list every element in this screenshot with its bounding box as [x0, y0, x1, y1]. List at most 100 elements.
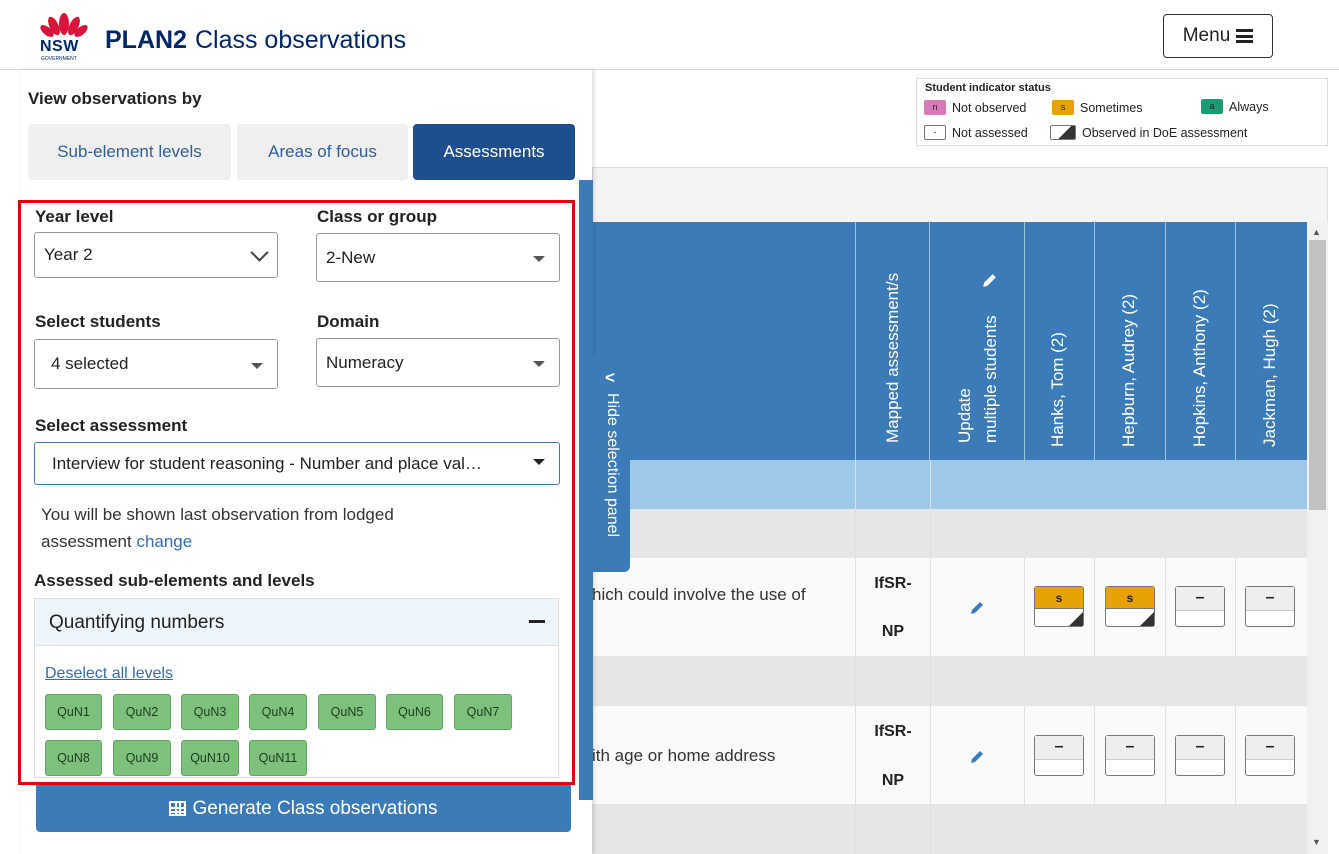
column-divider: [855, 222, 856, 460]
pencil-icon[interactable]: [981, 272, 998, 289]
column-header-student: Hanks, Tom (2): [1048, 332, 1067, 447]
cell-divider: [1165, 706, 1166, 805]
level-toggle[interactable]: QuN11: [249, 740, 307, 776]
change-link[interactable]: change: [136, 532, 193, 551]
level-toggle[interactable]: QuN4: [249, 694, 307, 730]
observation-button[interactable]: –: [1245, 586, 1295, 627]
generate-label: Generate Class observations: [192, 797, 438, 819]
legend-chip-a: a: [1201, 99, 1223, 114]
select-students-label: Select students: [35, 312, 161, 331]
level-toggle[interactable]: QuN6: [386, 694, 443, 730]
level-toggle[interactable]: QuN5: [318, 694, 376, 730]
tab-areas-of-focus[interactable]: Areas of focus: [237, 124, 408, 180]
observation-button[interactable]: s: [1105, 586, 1155, 627]
level-toggle[interactable]: QuN2: [113, 694, 171, 730]
cell-divider: [930, 460, 931, 854]
deselect-all-levels-link[interactable]: Deselect all levels: [45, 665, 174, 682]
observation-value: –: [1035, 736, 1083, 760]
select-students-dropdown[interactable]: 4 selected: [34, 339, 278, 389]
level-toggle[interactable]: QuN10: [181, 740, 239, 776]
collapse-icon[interactable]: [529, 620, 545, 623]
sub-element-accordion: [34, 598, 559, 778]
row-code-line2: NP: [881, 623, 905, 640]
observation-button[interactable]: –: [1105, 735, 1155, 776]
app-name: PLAN2: [105, 26, 187, 54]
info-text: You will be shown last observation from …: [41, 505, 394, 551]
pencil-icon[interactable]: [969, 749, 985, 765]
table-icon: [169, 801, 187, 816]
observation-value: –: [1246, 736, 1294, 760]
chevron-down-icon: [250, 243, 269, 262]
tab-sub-element-levels[interactable]: Sub-element levels: [28, 124, 231, 180]
observation-button[interactable]: –: [1175, 586, 1225, 627]
legend-title: Student indicator status: [925, 82, 1051, 94]
domain-select[interactable]: Numeracy: [316, 338, 560, 387]
legend-label: Observed in DoE assessment: [1082, 125, 1248, 140]
column-header-update[interactable]: Update: [955, 388, 974, 443]
caret-down-icon: [251, 363, 263, 369]
menu-button[interactable]: Menu: [1163, 14, 1273, 58]
class-or-group-label: Class or group: [317, 207, 437, 226]
legend-item-doe-assessment: Observed in DoE assessment: [1050, 125, 1247, 140]
nsw-waratah-logo-icon: [40, 13, 88, 37]
accordion-title[interactable]: Quantifying numbers: [49, 612, 225, 633]
pencil-icon[interactable]: [969, 600, 985, 616]
status-legend: Student indicator status n Not observed …: [916, 78, 1328, 146]
observation-button[interactable]: –: [1175, 735, 1225, 776]
level-toggle[interactable]: QuN9: [113, 740, 171, 776]
column-divider: [1235, 222, 1236, 460]
scroll-up-icon[interactable]: ▲: [1312, 227, 1321, 237]
column-divider: [1165, 222, 1166, 460]
observation-value: –: [1176, 587, 1224, 611]
table-subheader-row: [592, 460, 1307, 509]
domain-label: Domain: [317, 312, 380, 331]
doe-assessment-icon: [1069, 612, 1083, 626]
table-group-row: [592, 657, 1307, 706]
column-divider: [1094, 222, 1095, 460]
column-divider: [1024, 222, 1025, 460]
legend-label: Sometimes: [1080, 100, 1143, 115]
assessment-value: Interview for student reasoning - Number…: [52, 453, 482, 473]
cell-divider: [1024, 706, 1025, 805]
observation-button[interactable]: –: [1245, 735, 1295, 776]
generate-class-observations-button[interactable]: Generate Class observations: [36, 785, 571, 832]
observation-button[interactable]: –: [1034, 735, 1084, 776]
observation-value: –: [1246, 587, 1294, 611]
sub-elements-label: Assessed sub-elements and levels: [34, 571, 315, 590]
doe-assessment-icon: [1050, 125, 1076, 140]
caret-down-icon: [533, 361, 545, 367]
level-toggle[interactable]: QuN8: [45, 740, 102, 776]
column-header-multiple-students[interactable]: multiple students: [981, 315, 1000, 443]
hide-selection-panel-button[interactable]: [593, 355, 630, 572]
chevron-left-icon[interactable]: <: [605, 368, 615, 387]
legend-chip-s: s: [1052, 100, 1074, 115]
class-or-group-select[interactable]: 2-New: [316, 233, 560, 282]
level-toggle[interactable]: QuN3: [181, 694, 239, 730]
cell-divider: [1165, 558, 1166, 657]
scroll-down-icon[interactable]: ▼: [1312, 837, 1321, 847]
scrollbar-thumb[interactable]: [1309, 240, 1326, 510]
panel-heading: View observations by: [28, 89, 202, 108]
cell-divider: [1235, 558, 1236, 657]
observation-button[interactable]: s: [1034, 586, 1084, 627]
caret-down-icon: [533, 256, 545, 262]
select-assessment-dropdown[interactable]: Interview for student reasoning - Number…: [34, 442, 560, 485]
year-level-label: Year level: [35, 207, 114, 226]
legend-label: Always: [1229, 99, 1269, 114]
selected-students-count: 4 selected: [51, 354, 129, 373]
legend-item-not-assessed: - Not assessed: [924, 125, 1028, 140]
level-toggle[interactable]: QuN7: [454, 694, 512, 730]
domain-value: Numeracy: [326, 352, 404, 372]
row-code-line1: IfSR-: [874, 575, 912, 592]
table-header: [592, 222, 1307, 460]
tab-assessments[interactable]: Assessments: [413, 124, 575, 180]
cell-divider: [1094, 558, 1095, 657]
accordion-header[interactable]: [35, 599, 558, 646]
level-toggle[interactable]: QuN1: [45, 694, 102, 730]
table-group-row: [592, 509, 1307, 558]
column-divider: [929, 222, 930, 460]
app-header: NSW GOVERNMENT PLAN2 Class observations M…: [0, 0, 1339, 70]
year-level-select[interactable]: Year 2: [34, 232, 278, 278]
hide-selection-panel-label[interactable]: Hide selection panel: [604, 393, 621, 538]
panel-edge: [579, 180, 593, 800]
